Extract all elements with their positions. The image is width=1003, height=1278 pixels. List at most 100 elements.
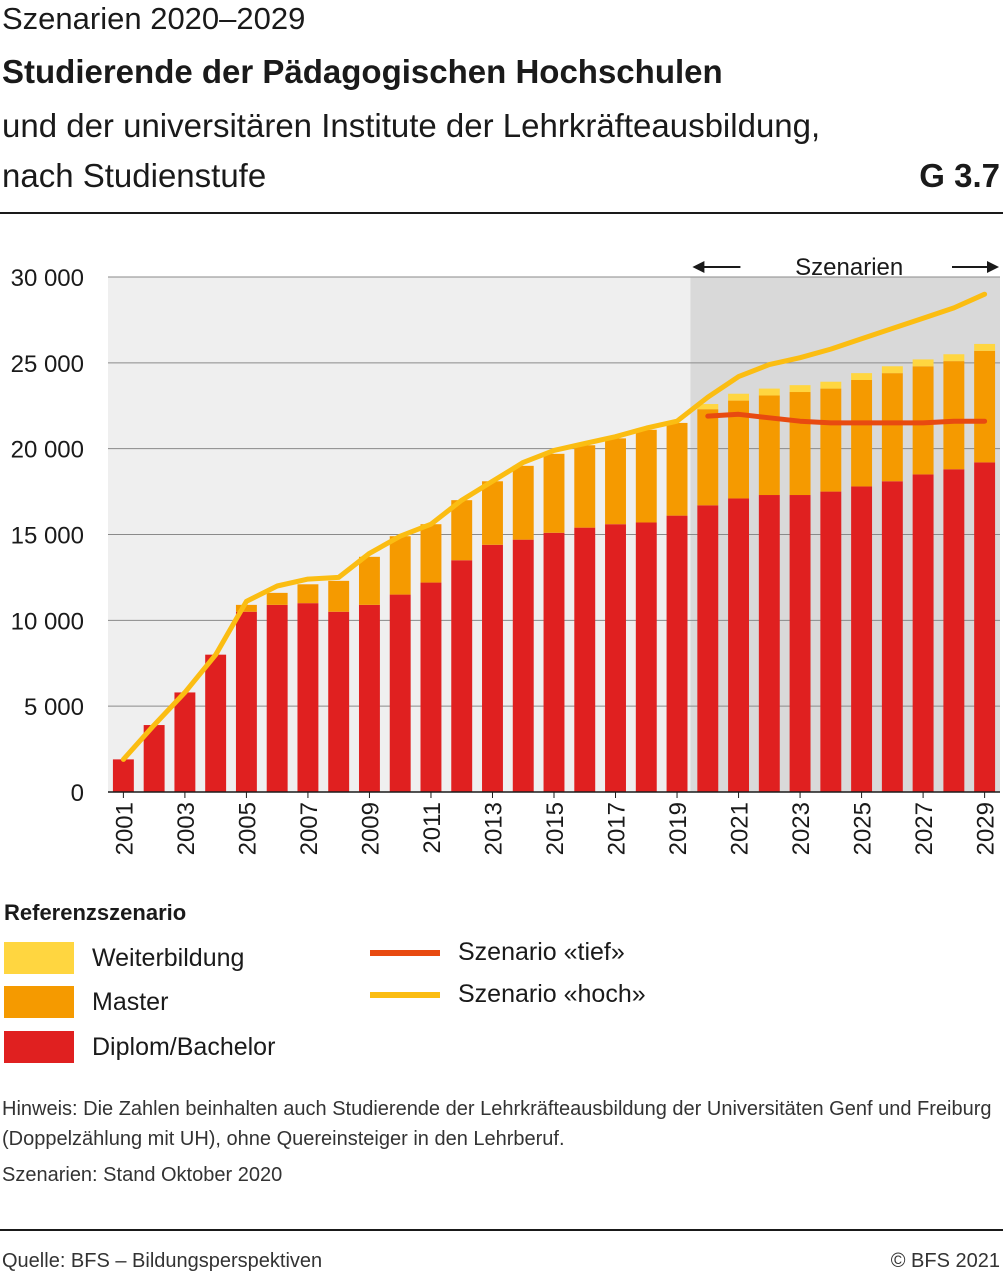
x-tick-label: 2007 bbox=[296, 802, 323, 855]
bar-weiterbildung-2020 bbox=[697, 404, 719, 410]
line-szenario-tief bbox=[705, 411, 988, 426]
bar-master-2017 bbox=[605, 438, 626, 525]
bar-diplom-bachelor-2024 bbox=[820, 491, 842, 792]
bar-diplom-bachelor-2013 bbox=[482, 544, 503, 792]
bar-diplom-bachelor-2012 bbox=[451, 560, 473, 792]
bar-master-2009 bbox=[358, 556, 380, 605]
bar-master-2029 bbox=[974, 350, 996, 463]
bar-diplom-bachelor-2008 bbox=[328, 611, 350, 792]
legend-label-weiterbildung: Weiterbildung bbox=[92, 943, 245, 972]
y-tick-label: 15 000 bbox=[11, 523, 84, 550]
legend-line-szenario-hoch bbox=[370, 991, 440, 998]
bar-weiterbildung-2023 bbox=[789, 385, 811, 393]
bar-master-2012 bbox=[451, 500, 473, 561]
bar-diplom-bachelor-2003 bbox=[174, 692, 196, 792]
x-tick-label: 2029 bbox=[973, 802, 1000, 855]
bar-master-2014 bbox=[512, 465, 534, 540]
copyright-text: © BFS 2021 bbox=[890, 1250, 1000, 1272]
bar-weiterbildung-2022 bbox=[758, 388, 780, 396]
legend-item-weiterbildung: Weiterbildung bbox=[4, 942, 244, 974]
x-tick-label: 2005 bbox=[234, 802, 261, 855]
bar-master-2008 bbox=[328, 580, 350, 612]
bar-diplom-bachelor-2016 bbox=[574, 527, 596, 792]
chart-code: G 3.7 bbox=[919, 157, 1000, 194]
chart-title: Studierende der Pädagogischen Hochschule… bbox=[2, 53, 723, 90]
scenario-lines bbox=[120, 291, 988, 762]
bar-master-2022 bbox=[758, 395, 780, 496]
source-text: Quelle: BFS – Bildungsperspektiven bbox=[2, 1250, 323, 1272]
x-tick-label: 2001 bbox=[111, 802, 138, 855]
y-tick-label: 0 bbox=[71, 780, 84, 807]
bar-master-2019 bbox=[666, 422, 688, 516]
bar-master-2015 bbox=[543, 453, 565, 533]
bar-weiterbildung-2021 bbox=[728, 393, 750, 401]
x-tick-label: 2017 bbox=[604, 802, 631, 855]
x-tick-label: 2015 bbox=[542, 802, 569, 855]
bar-diplom-bachelor-2026 bbox=[881, 481, 903, 792]
y-tick-label: 30 000 bbox=[11, 265, 84, 292]
bar-diplom-bachelor-2011 bbox=[420, 582, 442, 792]
axes: 0 5 000 10 000 15 000 20 000 25 000 30 000 2001… bbox=[11, 265, 1000, 855]
bar-weiterbildung-2027 bbox=[912, 359, 934, 367]
bar-diplom-bachelor-2015 bbox=[543, 532, 565, 792]
bar-master-2006 bbox=[266, 592, 288, 605]
arrow-left-icon bbox=[692, 261, 705, 273]
legend-label-szenario-tief: Szenario «tief» bbox=[458, 938, 625, 966]
bar-diplom-bachelor-2023 bbox=[789, 495, 811, 792]
footer-divider bbox=[0, 1229, 1003, 1231]
bar-diplom-bachelor-2027 bbox=[912, 474, 934, 792]
bar-diplom-bachelor-2019 bbox=[666, 515, 688, 792]
bar-master-2023 bbox=[789, 392, 811, 496]
x-tick-label: 2013 bbox=[481, 802, 508, 855]
bar-master-2018 bbox=[635, 429, 657, 523]
bar-diplom-bachelor-2004 bbox=[205, 654, 227, 792]
bar-master-2027 bbox=[912, 366, 934, 475]
bar-diplom-bachelor-2018 bbox=[635, 522, 657, 792]
bar-diplom-bachelor-2010 bbox=[389, 594, 411, 792]
bar-master-2007 bbox=[297, 584, 319, 604]
bar-diplom-bachelor-2021 bbox=[728, 498, 750, 792]
bar-diplom-bachelor-2001 bbox=[112, 759, 134, 792]
bar-master-2010 bbox=[389, 536, 411, 595]
bar-weiterbildung-2028 bbox=[943, 354, 965, 362]
line-szenario-hoch bbox=[120, 291, 988, 762]
bars bbox=[112, 343, 996, 792]
bar-weiterbildung-2024 bbox=[820, 381, 842, 389]
bar-diplom-bachelor-2007 bbox=[297, 603, 319, 792]
bar-diplom-bachelor-2009 bbox=[358, 604, 380, 792]
legend-label-szenario-hoch: Szenario «hoch» bbox=[458, 980, 646, 1008]
bar-diplom-bachelor-2022 bbox=[758, 495, 780, 792]
scenario-annotation: Szenarien bbox=[692, 254, 999, 281]
bar-master-2016 bbox=[574, 445, 596, 528]
legend-item-szenario-tief: Szenario «tief» bbox=[370, 938, 625, 967]
bar-diplom-bachelor-2028 bbox=[943, 469, 965, 792]
bar-weiterbildung-2026 bbox=[881, 366, 903, 374]
bar-diplom-bachelor-2025 bbox=[851, 486, 873, 792]
legend-swatch-diplom-bachelor bbox=[4, 1031, 74, 1063]
legend-label-diplom-bachelor: Diplom/Bachelor bbox=[92, 1032, 276, 1061]
bar-weiterbildung-2025 bbox=[851, 373, 873, 380]
bar-master-2021 bbox=[728, 400, 750, 499]
x-tick-label: 2023 bbox=[788, 802, 815, 855]
stacked-bar-chart: 0 5 000 10 000 15 000 20 000 25 000 30 000 2001… bbox=[11, 254, 1000, 855]
x-tick-label: 2003 bbox=[173, 802, 200, 855]
x-tick-label: 2011 bbox=[419, 802, 446, 854]
bar-master-2013 bbox=[482, 481, 503, 545]
legend-line-szenario-tief bbox=[370, 949, 440, 956]
x-tick-label: 2025 bbox=[850, 802, 877, 855]
x-tick-label: 2009 bbox=[357, 802, 384, 855]
x-tick-label: 2019 bbox=[665, 802, 692, 855]
legend-item-diplom-bachelor: Diplom/Bachelor bbox=[4, 1031, 275, 1063]
chart-subtitle-line1: und der universitären Institute der Lehr… bbox=[2, 107, 821, 144]
x-tick-label: 2027 bbox=[911, 802, 938, 855]
scenario-label: Szenarien bbox=[795, 254, 903, 281]
bar-master-2011 bbox=[420, 524, 442, 583]
legend-swatch-master bbox=[4, 986, 74, 1018]
bar-diplom-bachelor-2006 bbox=[266, 604, 288, 792]
legend-title: Referenzszenario bbox=[4, 900, 187, 925]
chart-kicker: Szenarien 2020–2029 bbox=[2, 1, 306, 36]
bar-master-2026 bbox=[881, 373, 903, 482]
bar-diplom-bachelor-2005 bbox=[235, 611, 257, 792]
header-divider bbox=[0, 212, 1003, 214]
legend-swatch-weiterbildung bbox=[4, 942, 74, 974]
